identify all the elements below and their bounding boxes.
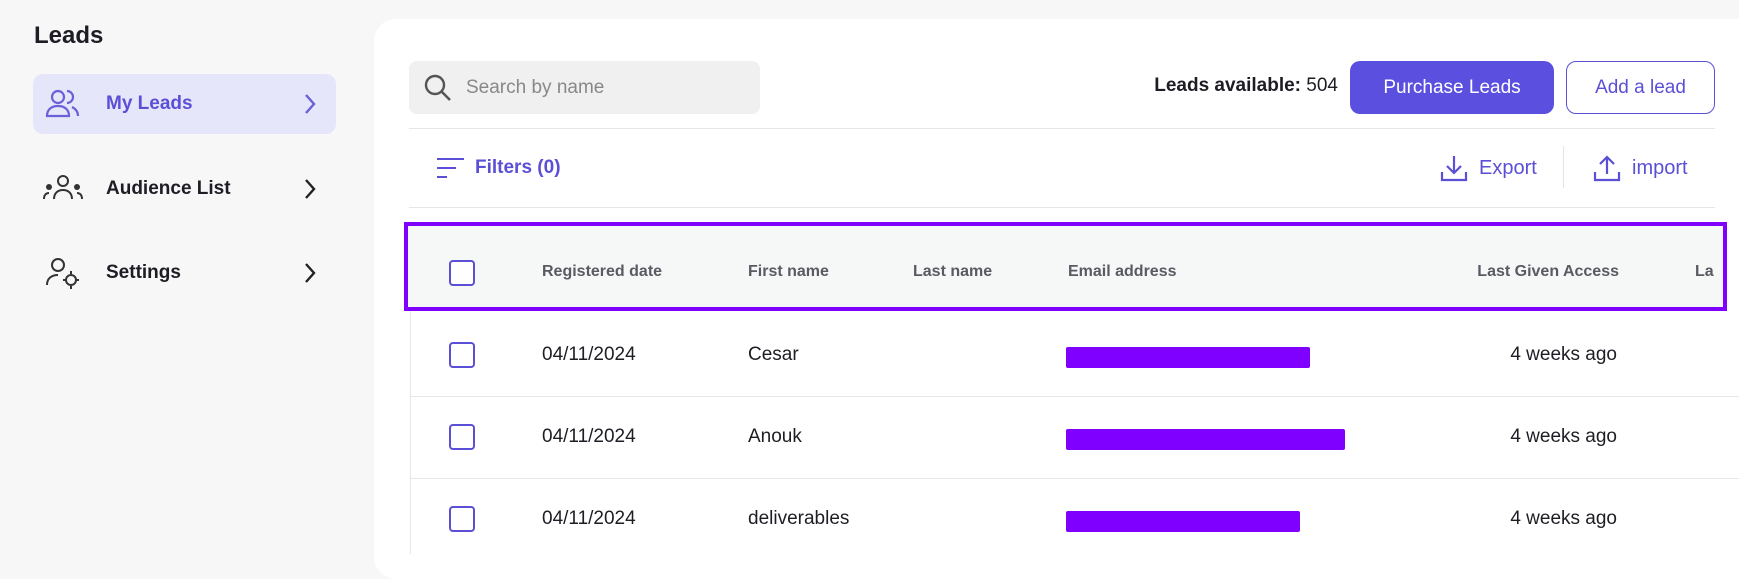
cell: 04/11/2024 [542,344,636,365]
nav-item[interactable]: My Leads [33,74,336,134]
search-icon [424,74,451,101]
filters[interactable]: Filters (0) [475,157,561,178]
nav-item[interactable]: Settings [33,243,336,303]
cell: 4 weeks ago [1510,344,1617,365]
export[interactable]: Export [1479,157,1537,179]
column-header: La [1695,263,1714,280]
export-icon [1440,156,1468,182]
chevron [305,263,316,283]
search-box[interactable]: Search by name [409,61,760,114]
chevron [305,179,316,199]
header-row [404,222,1727,311]
chevron [305,94,316,114]
cell: 4 weeks ago [1510,426,1617,447]
label: Leads available: [1154,75,1302,96]
column-header: Last name [913,263,993,280]
nav-item[interactable]: Audience List [33,159,336,219]
table-body [410,232,1739,554]
cell: Anouk [748,426,802,447]
column-header: First name [748,263,829,280]
sidebar-title: Leads [34,22,104,49]
checkbox[interactable] [449,506,475,532]
nav-label: Settings [106,262,181,283]
row-divider [410,396,1739,397]
add-button[interactable]: Add a lead [1566,61,1715,114]
cell: 04/11/2024 [542,426,636,447]
checkbox[interactable] [449,260,475,286]
import[interactable]: import [1632,157,1688,179]
checkbox[interactable] [449,424,475,450]
nav-label: My Leads [106,93,193,114]
cell: 04/11/2024 [542,508,636,529]
cell: Cesar [748,344,799,365]
value: 504 [1306,75,1338,96]
icon [43,175,83,200]
leads-available: Leads available: 504 [1154,75,1338,97]
column-header: Last Given Access [1477,263,1619,280]
checkbox[interactable] [449,342,475,368]
search-placeholder: Search by name [466,77,605,98]
redaction [1066,347,1310,368]
redaction [1066,429,1345,450]
nav-label: Audience List [106,178,231,199]
column-header: Email address [1068,263,1177,280]
redaction [1066,511,1300,532]
filter-icon [437,158,464,178]
column-header: Registered date [542,263,663,280]
page: {"sidebar":{"title":"Leads","items":["My… [33,22,1739,554]
divider [409,128,1715,129]
separator [1563,146,1564,188]
import-icon [1593,155,1621,182]
icon [46,258,79,289]
icon [45,89,80,118]
row-divider [410,478,1739,479]
cell: deliverables [748,508,850,529]
purchase-button[interactable]: Purchase Leads [1350,61,1554,114]
cell: 4 weeks ago [1510,508,1617,529]
divider [409,207,1715,208]
